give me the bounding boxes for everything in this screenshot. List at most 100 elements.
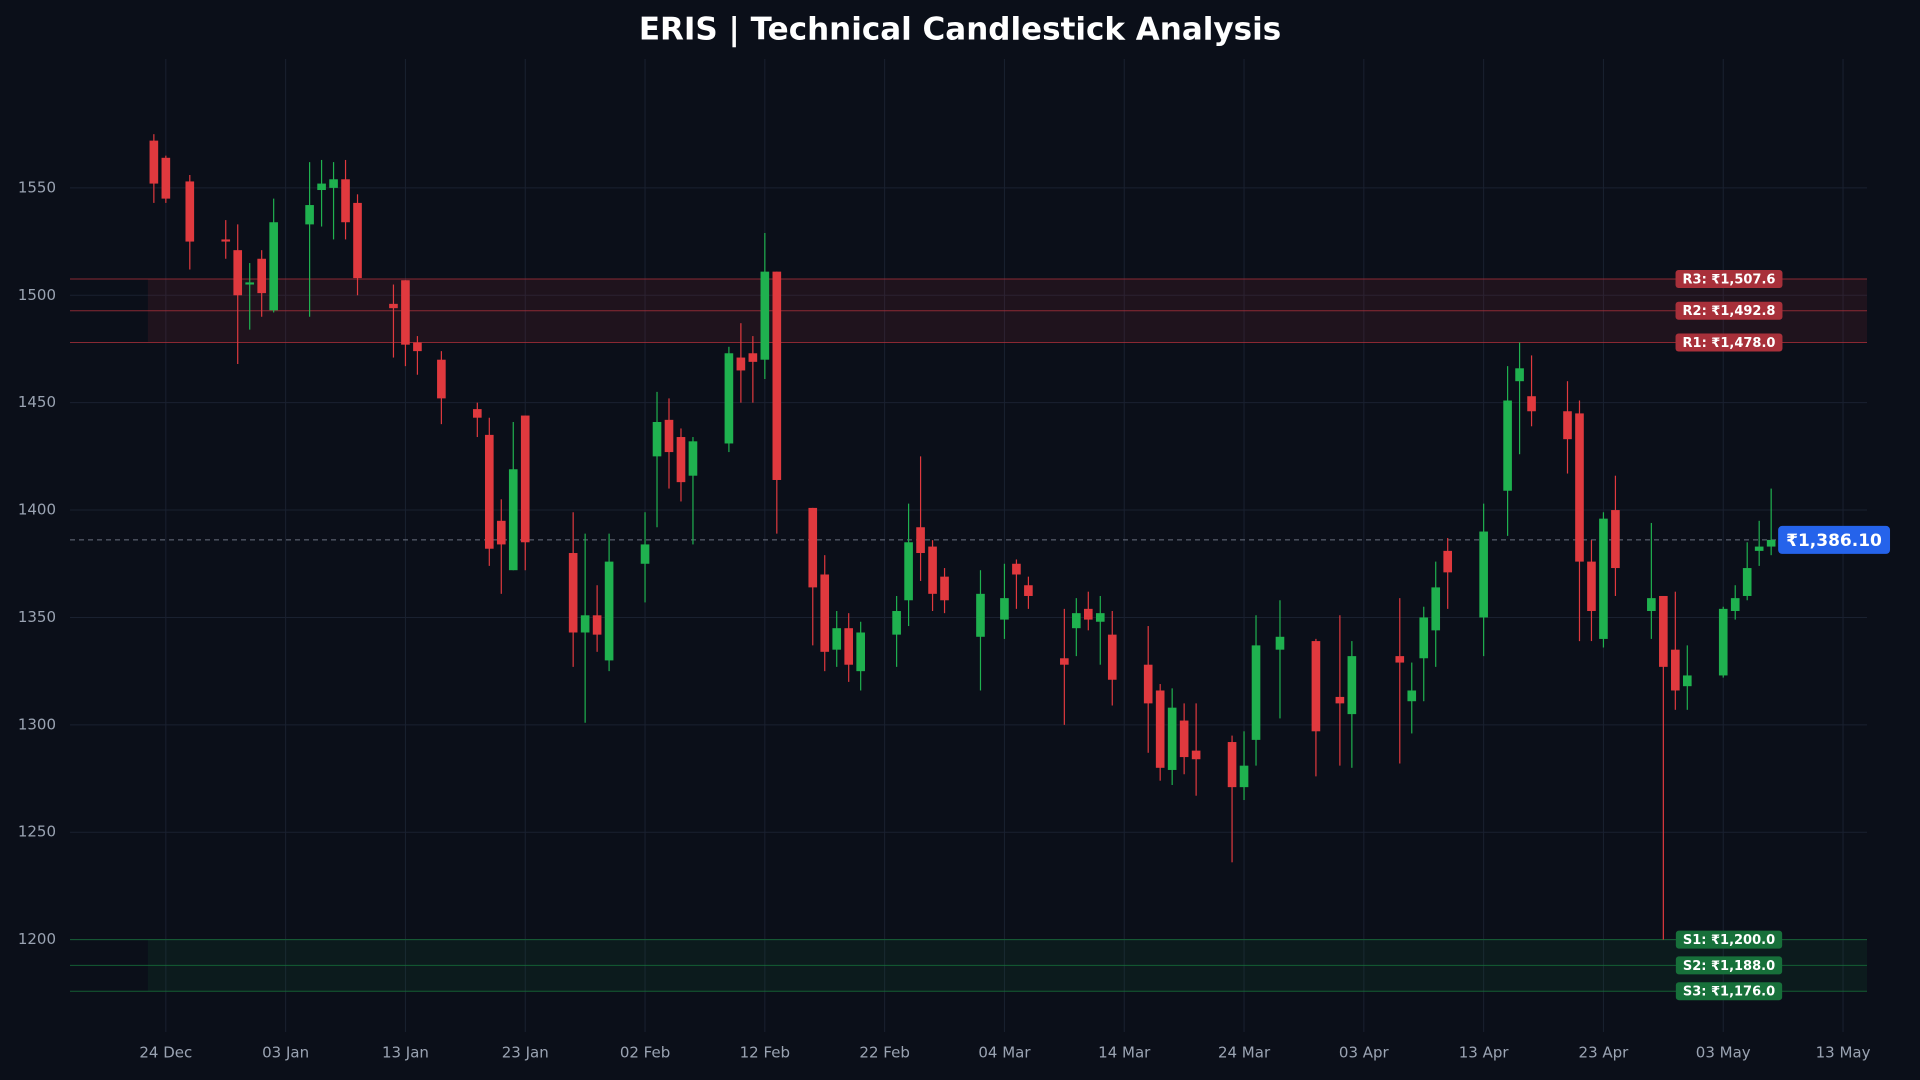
candle-body <box>568 553 578 633</box>
level-label-box <box>1675 333 1783 352</box>
candle-body <box>1347 656 1357 715</box>
level-label: S3: ₹1,176.0 <box>1675 982 1783 1001</box>
candle-body <box>520 415 530 543</box>
candle-body <box>1671 649 1680 691</box>
candle-body <box>1563 411 1572 440</box>
level-label-text: S2: ₹1,188.0 <box>1683 959 1775 974</box>
x-tick-label: 03 Apr <box>1339 1044 1390 1062</box>
x-tick-label: 02 Feb <box>620 1044 670 1062</box>
current-price-text: ₹1,386.10 <box>1786 531 1882 551</box>
x-tick-label: 24 Mar <box>1218 1044 1271 1062</box>
candle-body <box>185 181 195 242</box>
candle-body <box>1754 546 1764 551</box>
candle-body <box>161 157 171 199</box>
candle-body <box>413 342 422 352</box>
y-tick-label: 1450 <box>18 393 56 411</box>
candle-body <box>736 357 746 371</box>
candle-body <box>820 574 830 652</box>
candle-body <box>748 353 758 362</box>
x-tick-label: 13 Jan <box>382 1044 429 1062</box>
candle-body <box>401 280 410 345</box>
candle-body <box>341 179 350 223</box>
candle-body <box>1431 587 1441 631</box>
candle-body <box>1479 531 1488 618</box>
candle-body <box>1419 617 1429 659</box>
candle-body <box>1167 707 1177 770</box>
candle-body <box>1083 608 1093 620</box>
current-price-box <box>1778 525 1891 554</box>
candle-body <box>856 632 865 672</box>
x-tick-label: 13 Apr <box>1459 1044 1510 1062</box>
candle-body <box>1611 510 1620 569</box>
y-tick-label: 1350 <box>18 608 56 626</box>
level-label-box <box>1675 269 1783 288</box>
candle-body <box>1587 561 1596 612</box>
candle-body <box>1335 696 1345 704</box>
candle-body <box>1527 396 1536 412</box>
level-label-text: S3: ₹1,176.0 <box>1683 985 1775 1000</box>
candle-body <box>1647 598 1656 612</box>
candle-body <box>1575 413 1584 562</box>
y-tick-label: 1400 <box>18 501 56 519</box>
level-label-text: R1: ₹1,478.0 <box>1683 336 1776 351</box>
candle-body <box>676 437 686 483</box>
candle-body <box>1599 518 1608 639</box>
level-label: S2: ₹1,188.0 <box>1675 956 1783 975</box>
level-label-box <box>1675 930 1783 949</box>
x-tick-label: 04 Mar <box>978 1044 1031 1062</box>
candle-body <box>1718 608 1728 676</box>
candle-body <box>149 140 159 184</box>
candle-body <box>664 419 674 453</box>
y-tick-label: 1500 <box>18 286 56 304</box>
candle-body <box>1012 563 1021 575</box>
level-label: R3: ₹1,507.6 <box>1675 269 1783 288</box>
y-tick-label: 1300 <box>18 715 56 733</box>
candle-body <box>1143 664 1153 704</box>
level-label: R1: ₹1,478.0 <box>1675 333 1783 352</box>
candle-body <box>1275 636 1285 650</box>
x-tick-label: 14 Mar <box>1098 1044 1151 1062</box>
y-tick-label: 1200 <box>18 930 56 948</box>
candle-body <box>257 258 266 294</box>
x-tick-label: 24 Dec <box>139 1044 192 1062</box>
candle-body <box>976 593 985 637</box>
candle-body <box>245 282 255 285</box>
x-tick-label: 03 May <box>1696 1044 1751 1062</box>
candle-body <box>1395 656 1405 663</box>
candle-body <box>329 179 338 188</box>
x-tick-label: 12 Feb <box>740 1044 790 1062</box>
candle-body <box>1107 634 1117 680</box>
x-tick-label: 22 Feb <box>859 1044 909 1062</box>
candle-body <box>1155 690 1165 768</box>
candle-body <box>1443 550 1453 573</box>
candle-body <box>1251 645 1261 740</box>
candle-body <box>317 183 326 191</box>
candle-body <box>1191 750 1201 760</box>
candle-body <box>1060 658 1069 665</box>
candle-body <box>1227 742 1237 788</box>
candle-body <box>1515 368 1524 382</box>
level-label-text: R2: ₹1,492.8 <box>1683 304 1776 319</box>
candle-body <box>688 441 698 476</box>
candle-body <box>496 520 506 545</box>
candle-body <box>640 544 650 564</box>
candle-body <box>353 202 362 279</box>
candle-body <box>1072 613 1081 629</box>
level-label-text: R3: ₹1,507.6 <box>1683 272 1776 287</box>
candle-body <box>916 527 925 554</box>
candle-body <box>473 409 482 418</box>
candle-body <box>1179 720 1189 758</box>
chart-title: ERIS | Technical Candlestick Analysis <box>639 12 1281 48</box>
candle-body <box>760 271 770 360</box>
level-label-box <box>1675 956 1783 975</box>
candle-body <box>1730 598 1740 612</box>
current-price-label: ₹1,386.10 <box>1778 525 1891 554</box>
candle-body <box>724 353 734 444</box>
candle-body <box>808 507 818 588</box>
candle-body <box>1766 539 1776 547</box>
x-tick-label: 03 Jan <box>262 1044 309 1062</box>
candle-body <box>604 561 614 661</box>
level-label-box <box>1675 301 1783 320</box>
